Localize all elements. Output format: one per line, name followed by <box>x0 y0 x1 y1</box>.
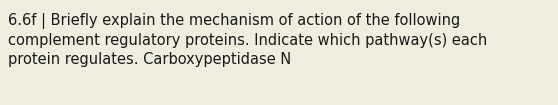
Text: 6.6f | Briefly explain the mechanism of action of the following
complement regul: 6.6f | Briefly explain the mechanism of … <box>8 13 488 67</box>
